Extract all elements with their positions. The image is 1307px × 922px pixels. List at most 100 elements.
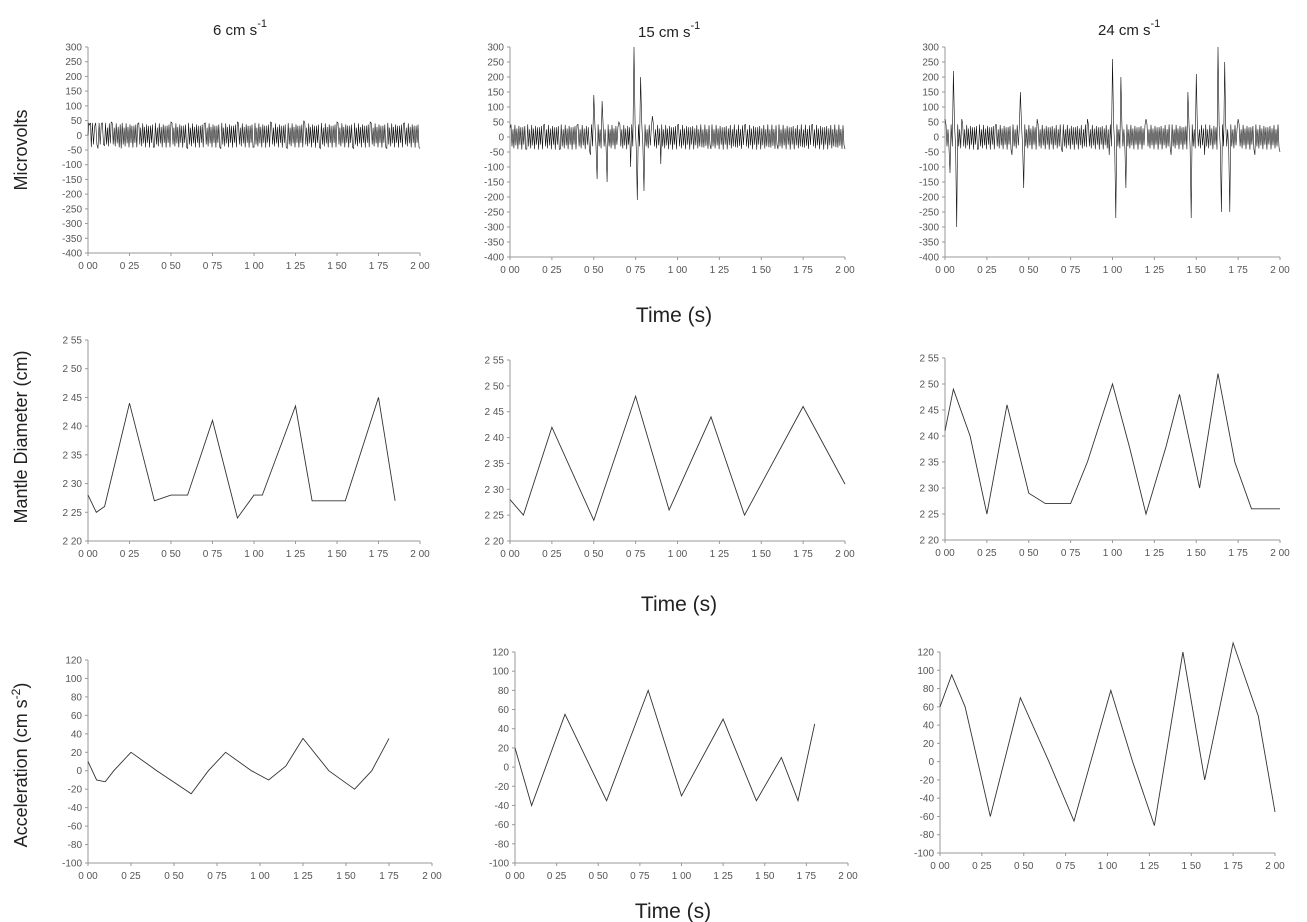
y-tick-label: 100: [492, 667, 509, 678]
x-tick-label: 1 50: [752, 265, 772, 276]
y-tick-label: -350: [62, 234, 82, 245]
row-label-acceleration: Acceleration (cm s-2): [9, 683, 31, 848]
y-tick-label: -250: [919, 208, 939, 219]
y-tick-label: 80: [923, 684, 935, 695]
y-tick-label: 0: [933, 133, 939, 144]
x-tick-label: 0 00: [78, 871, 98, 882]
y-tick-label: 100: [922, 103, 939, 114]
x-tick-label: 1 75: [1228, 265, 1248, 276]
y-tick-label: -80: [495, 839, 510, 850]
x-tick-label: 1 00: [668, 549, 688, 560]
x-tick-label: 1 75: [369, 261, 389, 272]
y-tick-label: -300: [62, 219, 82, 230]
x-tick-label: 1 00: [244, 549, 264, 560]
y-tick-label: 2 50: [485, 381, 505, 392]
x-tick-label: 0 00: [500, 549, 520, 560]
x-tick-label: 1 25: [713, 871, 733, 882]
y-tick-label: 150: [487, 88, 504, 99]
x-tick-label: 1 50: [755, 871, 775, 882]
x-tick-label: 2 00: [835, 549, 855, 560]
x-tick-label: 1 75: [1223, 861, 1243, 872]
y-tick-label: 80: [498, 686, 510, 697]
y-tick-label: -80: [920, 830, 935, 841]
x-tick-label: 1 75: [797, 871, 817, 882]
y-tick-label: -400: [919, 253, 939, 264]
y-tick-label: -200: [62, 190, 82, 201]
x-tick-label: 0 75: [203, 549, 223, 560]
x-axis-label-row1: Time (s): [636, 304, 712, 327]
y-tick-label: 50: [71, 116, 83, 127]
x-tick-label: 0 50: [584, 265, 604, 276]
x-tick-label: 2 00: [410, 549, 430, 560]
y-tick-label: -200: [919, 193, 939, 204]
y-tick-label: -100: [914, 849, 934, 860]
y-tick-label: 120: [65, 656, 82, 667]
y-tick-label: -400: [62, 249, 82, 260]
y-tick-label: 60: [498, 705, 510, 716]
x-tick-label: 2 00: [1270, 265, 1290, 276]
x-tick-label: 0 25: [542, 549, 562, 560]
panel-emg-1: 300 250 200 150 100 50 0 -50 -100 -150 -200 -250 -30…: [484, 43, 855, 277]
x-tick-label: 0 25: [542, 265, 562, 276]
y-tick-label: 150: [65, 87, 82, 98]
x-tick-label: 1 00: [1103, 548, 1123, 559]
x-tick-label: 0 25: [972, 861, 992, 872]
x-tick-label: 1 75: [379, 871, 399, 882]
y-tick-label: 0: [498, 133, 504, 144]
y-tick-label: 2 55: [485, 356, 505, 367]
y-tick-label: 200: [65, 72, 82, 83]
y-tick-label: -100: [489, 859, 509, 870]
column-title-15: 15 cm s-1: [638, 20, 700, 41]
row-label-mantle-diameter: Mantle Diameter (cm): [11, 350, 31, 523]
y-tick-label: -100: [484, 163, 504, 174]
x-tick-label: 2 00: [1265, 861, 1285, 872]
x-tick-label: 1 50: [1182, 861, 1202, 872]
y-tick-label: -20: [495, 782, 510, 793]
y-tick-label: 2 35: [63, 450, 83, 461]
y-tick-label: 2 45: [63, 393, 83, 404]
series-line: [87, 737, 390, 795]
x-tick-label: 1 75: [793, 549, 813, 560]
x-tick-label: 0 50: [164, 871, 184, 882]
x-tick-label: 1 50: [336, 871, 356, 882]
panel-mantle-0: 2 55 2 50 2 45 2 40 2 35 2 30 2 25 2 200 00 0 25…: [63, 336, 431, 561]
y-tick-label: -100: [62, 859, 82, 870]
y-tick-label: 2 25: [485, 511, 505, 522]
x-tick-label: 2 00: [835, 265, 855, 276]
x-tick-label: 1 25: [293, 871, 313, 882]
x-tick-label: 0 25: [977, 548, 997, 559]
y-tick-label: 2 45: [485, 407, 505, 418]
y-tick-label: 2 20: [485, 537, 505, 548]
y-tick-label: 300: [65, 43, 82, 54]
panel-mantle-2: 2 55 2 50 2 45 2 40 2 35 2 30 2 25 2 200 00 0 25…: [920, 354, 1291, 560]
y-tick-label: -150: [62, 175, 82, 186]
x-tick-label: 0 75: [626, 549, 646, 560]
panel-mantle-1: 2 55 2 50 2 45 2 40 2 35 2 30 2 25 2 200 00 0 25…: [485, 356, 856, 561]
x-tick-label: 1 50: [327, 549, 347, 560]
y-tick-label: 200: [487, 73, 504, 84]
y-tick-label: 250: [922, 58, 939, 69]
y-tick-label: 2 50: [920, 380, 940, 391]
x-tick-label: 0 00: [930, 861, 950, 872]
x-tick-label: 2 00: [1270, 548, 1290, 559]
x-tick-label: 0 75: [630, 871, 650, 882]
y-tick-label: 0: [76, 766, 82, 777]
x-tick-label: 1 00: [250, 871, 270, 882]
x-tick-label: 1 25: [1145, 265, 1165, 276]
panel-emg-0: 300 250 200 150 100 50 0 -50 -100 -150 -200 -250 -30…: [62, 43, 430, 273]
y-tick-label: 250: [487, 58, 504, 69]
y-tick-label: 2 30: [63, 479, 83, 490]
x-tick-label: 2 00: [410, 261, 430, 272]
y-tick-label: 2 40: [485, 433, 505, 444]
y-tick-label: 2 35: [485, 459, 505, 470]
y-tick-label: -40: [495, 801, 510, 812]
x-tick-label: 1 00: [668, 265, 688, 276]
x-tick-label: 0 00: [78, 261, 98, 272]
y-tick-label: 250: [65, 57, 82, 68]
y-tick-label: 2 30: [920, 484, 940, 495]
y-tick-label: 0: [928, 757, 934, 768]
x-tick-label: 0 25: [120, 261, 140, 272]
